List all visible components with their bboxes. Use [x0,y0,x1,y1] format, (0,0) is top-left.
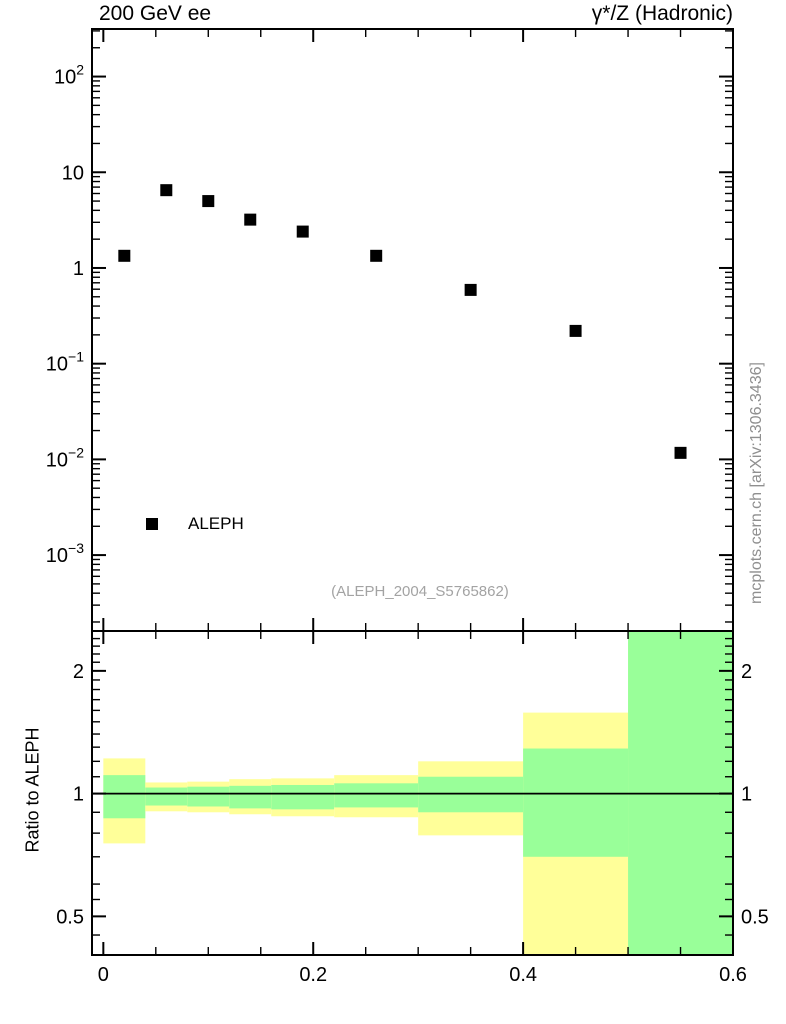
data-point-marker [244,213,257,226]
y-tick-label: 102 [54,62,84,89]
analysis-watermark: (ALEPH_2004_S5765862) [331,583,509,600]
legend: ALEPH [146,514,244,534]
mcplots-attribution: mcplots.cern.ch [arXiv:1306.3436] [748,362,765,604]
uncertainty-band-inner [523,748,629,857]
uncertainty-band-inner [271,784,335,810]
data-point-marker [674,446,687,459]
ratio-y-tick-label-left: 1 [73,784,84,806]
x-tick-label: 0 [98,964,109,986]
uncertainty-band-inner [145,787,188,806]
data-point-marker [160,184,173,197]
data-markers-layer [118,184,687,459]
ratio-y-tick-label-right: 2 [741,661,752,683]
data-point-marker [370,249,383,262]
x-tick-label: 0.2 [299,964,327,986]
x-tick-label: 0.6 [719,964,747,986]
uncertainty-band-inner [187,786,230,807]
ratio-y-tick-label-left: 2 [73,661,84,683]
data-point-marker [296,225,309,238]
uncertainty-band-inner [334,783,419,808]
axis-ticks-layer [92,29,734,955]
legend-label: ALEPH [188,514,244,533]
y-tick-label: 10 [62,162,84,184]
tick-labels-layer: 102 10 1 10−1 10−2 10−3 2 2 1 1 0.5 0.5 0 0.2 0.4 0.6 [46,62,769,986]
title-beam-energy: 200 GeV ee [99,2,212,25]
uncertainty-band-inner [103,775,146,819]
uncertainty-band-inner [229,785,272,809]
y-tick-label: 10−3 [46,540,84,567]
x-tick-label: 0.4 [509,964,537,986]
data-point-marker [118,249,131,262]
ratio-y-tick-label-left: 0.5 [56,906,84,928]
y-tick-label: 10−2 [46,444,84,471]
legend-marker-square-icon [146,518,158,530]
y-tick-label: 1 [73,258,84,280]
ratio-y-tick-label-right: 0.5 [741,906,769,928]
data-point-marker [569,324,582,337]
title-process: γ*/Z (Hadronic) [591,2,733,25]
data-point-marker [202,195,215,208]
ratio-y-tick-label-right: 1 [741,784,752,806]
y-tick-label: 10−1 [46,349,84,376]
ratio-axis-title: Ratio to ALEPH [22,727,43,853]
data-point-marker [464,283,477,296]
